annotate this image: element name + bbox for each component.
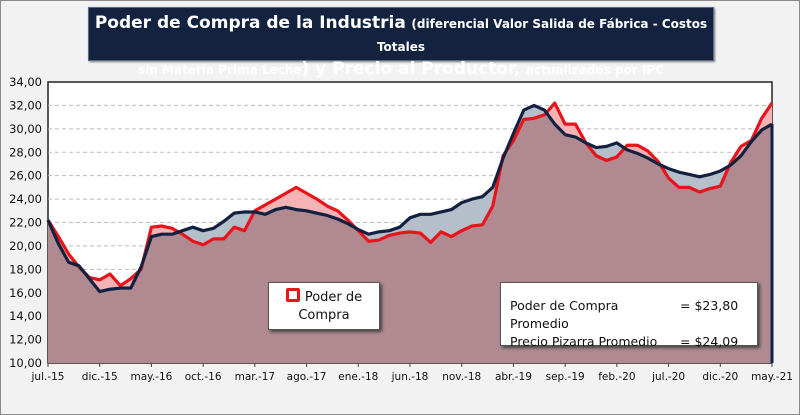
legend-label-line2: Compra <box>298 308 350 323</box>
avg-poder-value: = $23,80 <box>680 298 739 313</box>
x-tick-label: mar.-17 <box>235 371 276 383</box>
x-tick-label: dic.-20 <box>702 371 738 383</box>
title-main: Poder de Compra de la Industria <box>94 13 406 33</box>
y-tick-label: 24,00 <box>9 192 42 206</box>
line-poder-de-compra <box>46 101 774 288</box>
x-tick-label: may.-21 <box>751 371 793 383</box>
x-tick-label: oct.-16 <box>185 371 222 383</box>
x-tick-label: sep.-19 <box>546 371 585 383</box>
title-note-3: actualizados por IPC <box>525 63 664 77</box>
y-tick-label: 18,00 <box>9 262 42 276</box>
legend-swatch-poder-de-compra <box>285 288 300 302</box>
x-tick-label: nov.-18 <box>442 371 481 383</box>
y-tick-label: 10,00 <box>9 356 42 370</box>
y-tick-label: 32,00 <box>9 98 42 112</box>
y-tick-label: 28,00 <box>9 145 42 159</box>
x-tick-label: jul.-15 <box>31 371 65 383</box>
y-tick-label: 12,00 <box>9 333 42 347</box>
y-tick-label: 22,00 <box>9 216 42 230</box>
legend-label-line1: Poder de <box>304 290 363 305</box>
x-tick-label: feb.-20 <box>598 371 635 383</box>
x-tick-label: may.-16 <box>130 371 172 383</box>
x-tick-label: ene.-18 <box>338 371 378 383</box>
average-annotation: Poder de Compra Promedio = $23,80 Precio … <box>500 282 758 349</box>
x-tick-label: jul.-20 <box>651 371 685 383</box>
title-note: (diferencial Valor Salida de Fábrica - C… <box>376 17 708 54</box>
line-precio-productor <box>46 103 773 294</box>
avg-precio-value: = $24,09 <box>680 334 739 349</box>
chart-title: Poder de Compra de la Industria (diferen… <box>88 7 714 79</box>
y-tick-label: 34,00 <box>9 75 42 89</box>
x-tick-label: abr.-19 <box>495 371 532 383</box>
title-main-2: ) y Precio al Productor, <box>301 59 521 79</box>
y-tick-label: 30,00 <box>9 122 42 136</box>
x-tick-label: ago.-17 <box>287 371 327 383</box>
avg-poder-label: Poder de Compra Promedio <box>510 298 619 331</box>
title-note-2: sin Materia Prima Leche <box>138 63 302 77</box>
y-tick-label: 20,00 <box>9 239 42 253</box>
x-tick-label: jun.-18 <box>391 371 429 383</box>
x-tick-label: dic.-15 <box>82 371 118 383</box>
y-tick-label: 16,00 <box>9 286 42 300</box>
y-tick-label: 26,00 <box>9 169 42 183</box>
y-tick-label: 14,00 <box>9 309 42 323</box>
avg-precio-label: Precio Pizarra Promedio <box>510 334 658 349</box>
legend: Poder de Compra <box>268 282 380 330</box>
